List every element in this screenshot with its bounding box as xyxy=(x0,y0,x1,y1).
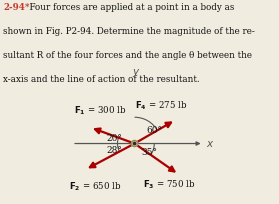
Text: x-axis and the line of action of the resultant.: x-axis and the line of action of the res… xyxy=(3,75,200,84)
Text: $\mathbf{F_3}$ = 750 lb: $\mathbf{F_3}$ = 750 lb xyxy=(143,179,195,191)
Text: 20°: 20° xyxy=(107,134,123,143)
Text: $\mathbf{F_2}$ = 650 lb: $\mathbf{F_2}$ = 650 lb xyxy=(69,180,121,193)
Text: 2-94*: 2-94* xyxy=(3,3,30,12)
Text: shown in Fig. P2-94. Determine the magnitude of the re-: shown in Fig. P2-94. Determine the magni… xyxy=(3,27,255,36)
Text: $\mathbf{F_1}$ = 300 lb: $\mathbf{F_1}$ = 300 lb xyxy=(74,104,126,117)
Text: $\mathbf{F_4}$ = 275 lb: $\mathbf{F_4}$ = 275 lb xyxy=(135,99,187,112)
Text: sultant R of the four forces and the angle θ between the: sultant R of the four forces and the ang… xyxy=(3,51,252,60)
Text: 60°: 60° xyxy=(146,126,162,135)
Text: Four forces are applied at a point in a body as: Four forces are applied at a point in a … xyxy=(24,3,235,12)
Text: 28°: 28° xyxy=(107,146,123,155)
Text: $x$: $x$ xyxy=(206,139,215,149)
Text: $y$: $y$ xyxy=(132,68,140,79)
Circle shape xyxy=(134,142,136,145)
Circle shape xyxy=(131,140,138,147)
Text: 35°: 35° xyxy=(141,148,157,157)
